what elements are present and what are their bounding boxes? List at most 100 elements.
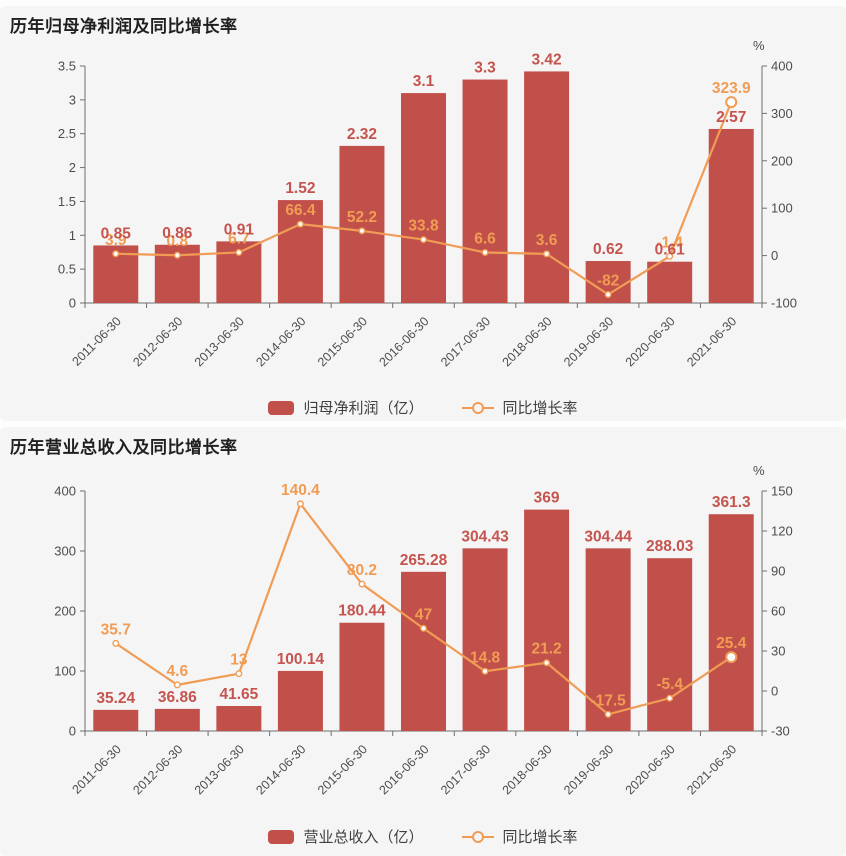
bar-value-label: 1.52	[285, 180, 315, 197]
line-marker[interactable]	[235, 248, 243, 256]
net-profit-chart-canvas: 00.511.522.533.5-1000100200300400%2011-0…	[58, 38, 797, 369]
line-value-label: -5.4	[656, 676, 683, 693]
x-axis-label: 2011-06-30	[69, 742, 123, 796]
bar[interactable]	[93, 709, 139, 731]
legend-label: 营业总收入（亿）	[303, 829, 424, 846]
line-marker[interactable]	[666, 252, 674, 260]
line-value-label: 35.7	[101, 621, 131, 638]
line-marker[interactable]	[112, 639, 120, 647]
line-value-label: 0.8	[167, 233, 189, 250]
x-axis-label: 2015-06-30	[315, 742, 370, 797]
right-axis-tick-label: 400	[771, 59, 793, 74]
line-marker[interactable]	[543, 659, 551, 667]
legend-label: 同比增长率	[502, 829, 578, 846]
line-marker[interactable]	[420, 236, 428, 244]
x-axis-label: 2012-06-30	[130, 314, 185, 369]
line-value-label: 323.9	[712, 80, 751, 97]
bar-value-label: 2.57	[716, 109, 746, 126]
line-value-label: 3.6	[536, 232, 558, 249]
right-axis-tick-label: 120	[771, 524, 793, 539]
line-marker-highlight[interactable]	[725, 96, 738, 109]
bar[interactable]	[647, 261, 693, 303]
bar-value-label: 0.85	[101, 225, 132, 242]
line-value-label: -17.5	[590, 692, 626, 709]
bar-value-label: 304.43	[461, 528, 509, 545]
bar-value-label: 304.44	[584, 528, 632, 545]
bar[interactable]	[401, 571, 446, 731]
bar-value-label: 2.32	[347, 126, 377, 143]
left-axis-tick-label: 3.5	[58, 59, 76, 74]
bar[interactable]	[154, 708, 200, 731]
bar[interactable]	[524, 71, 570, 303]
bar-series-swatch-icon	[268, 829, 295, 844]
bar-value-label: 0.86	[162, 225, 193, 242]
bar[interactable]	[462, 79, 508, 304]
left-axis-tick-label: 0.5	[58, 262, 76, 277]
line-marker[interactable]	[173, 251, 181, 259]
left-axis-tick-label: 0	[69, 724, 76, 739]
bar[interactable]	[647, 558, 693, 731]
left-axis-tick-label: 1.5	[58, 194, 76, 209]
line-marker[interactable]	[420, 624, 428, 632]
bar[interactable]	[524, 509, 570, 731]
line-marker[interactable]	[173, 681, 181, 689]
right-axis-tick-label: 100	[771, 201, 793, 216]
bar-series-swatch-icon	[268, 400, 295, 415]
net-profit-chart-title: 历年归母净利润及同比增长率	[10, 17, 238, 36]
line-value-label: 13	[230, 652, 248, 669]
legend-item-net-profit[interactable]: 归母净利润（亿）	[268, 397, 424, 418]
line-value-label: 80.2	[347, 562, 377, 579]
line-marker[interactable]	[112, 250, 120, 258]
bar-value-label: 36.86	[158, 689, 197, 706]
legend-item-yoy-growth[interactable]: 同比增长率	[461, 397, 578, 418]
bar-value-label: 361.3	[712, 494, 751, 511]
line-series-swatch-icon	[461, 831, 494, 843]
bar-value-label: 0.62	[593, 241, 623, 258]
line-value-label: 6.7	[228, 230, 250, 247]
net-profit-panel: 历年归母净利润及同比增长率 0 0.5 1 1.5 2 2.5 3 3.5 -100 0 100 20…	[0, 6, 846, 421]
line-marker[interactable]	[543, 250, 551, 258]
line-marker-highlight[interactable]	[725, 651, 738, 664]
left-axis-tick-label: 300	[54, 544, 76, 559]
line-marker[interactable]	[296, 500, 304, 508]
bar-value-label: 288.03	[646, 538, 694, 555]
line-marker[interactable]	[604, 290, 612, 298]
bar-value-label: 35.24	[96, 690, 135, 707]
bar[interactable]	[277, 670, 323, 731]
bar-value-label: 3.42	[532, 51, 562, 68]
bar[interactable]	[339, 622, 385, 731]
line-marker[interactable]	[481, 667, 489, 675]
line-value-label: 33.8	[408, 218, 439, 235]
legend-item-yoy-growth[interactable]: 同比增长率	[461, 826, 578, 847]
left-axis-tick-label: 3	[69, 92, 76, 107]
bar-value-label: 3.3	[474, 60, 496, 77]
line-value-label: -82	[597, 272, 619, 289]
line-marker[interactable]	[358, 227, 366, 235]
left-axis-tick-label: 1	[69, 228, 76, 243]
bar-value-label: 0.91	[224, 221, 255, 238]
bar[interactable]	[708, 514, 754, 731]
legend-item-revenue[interactable]: 营业总收入（亿）	[268, 826, 424, 847]
right-axis-unit: %	[753, 463, 765, 478]
right-axis-tick-label: -30	[771, 724, 790, 739]
bar-value-label: 0.61	[655, 242, 686, 259]
right-axis-tick-label: 0	[771, 248, 778, 263]
right-axis-tick-label: 200	[771, 153, 793, 168]
bar[interactable]	[216, 706, 262, 731]
x-axis-label: 2020-06-30	[623, 314, 678, 369]
line-marker[interactable]	[604, 710, 612, 718]
bar[interactable]	[277, 200, 323, 303]
bar[interactable]	[462, 548, 508, 731]
line-marker[interactable]	[358, 580, 366, 588]
bar[interactable]	[401, 93, 446, 303]
line-marker[interactable]	[481, 248, 489, 256]
right-axis-tick-label: 30	[771, 644, 785, 659]
revenue-panel: 历年营业总收入及同比增长率 0 100 200 300 400 -30 0 30 60 90 120…	[0, 427, 846, 856]
line-marker[interactable]	[296, 220, 304, 228]
line-marker[interactable]	[666, 694, 674, 702]
bar[interactable]	[708, 128, 754, 303]
line-marker[interactable]	[235, 670, 243, 678]
line-value-label: -1.4	[656, 234, 683, 251]
bar[interactable]	[339, 145, 385, 303]
line-value-label: 3.9	[105, 232, 127, 249]
